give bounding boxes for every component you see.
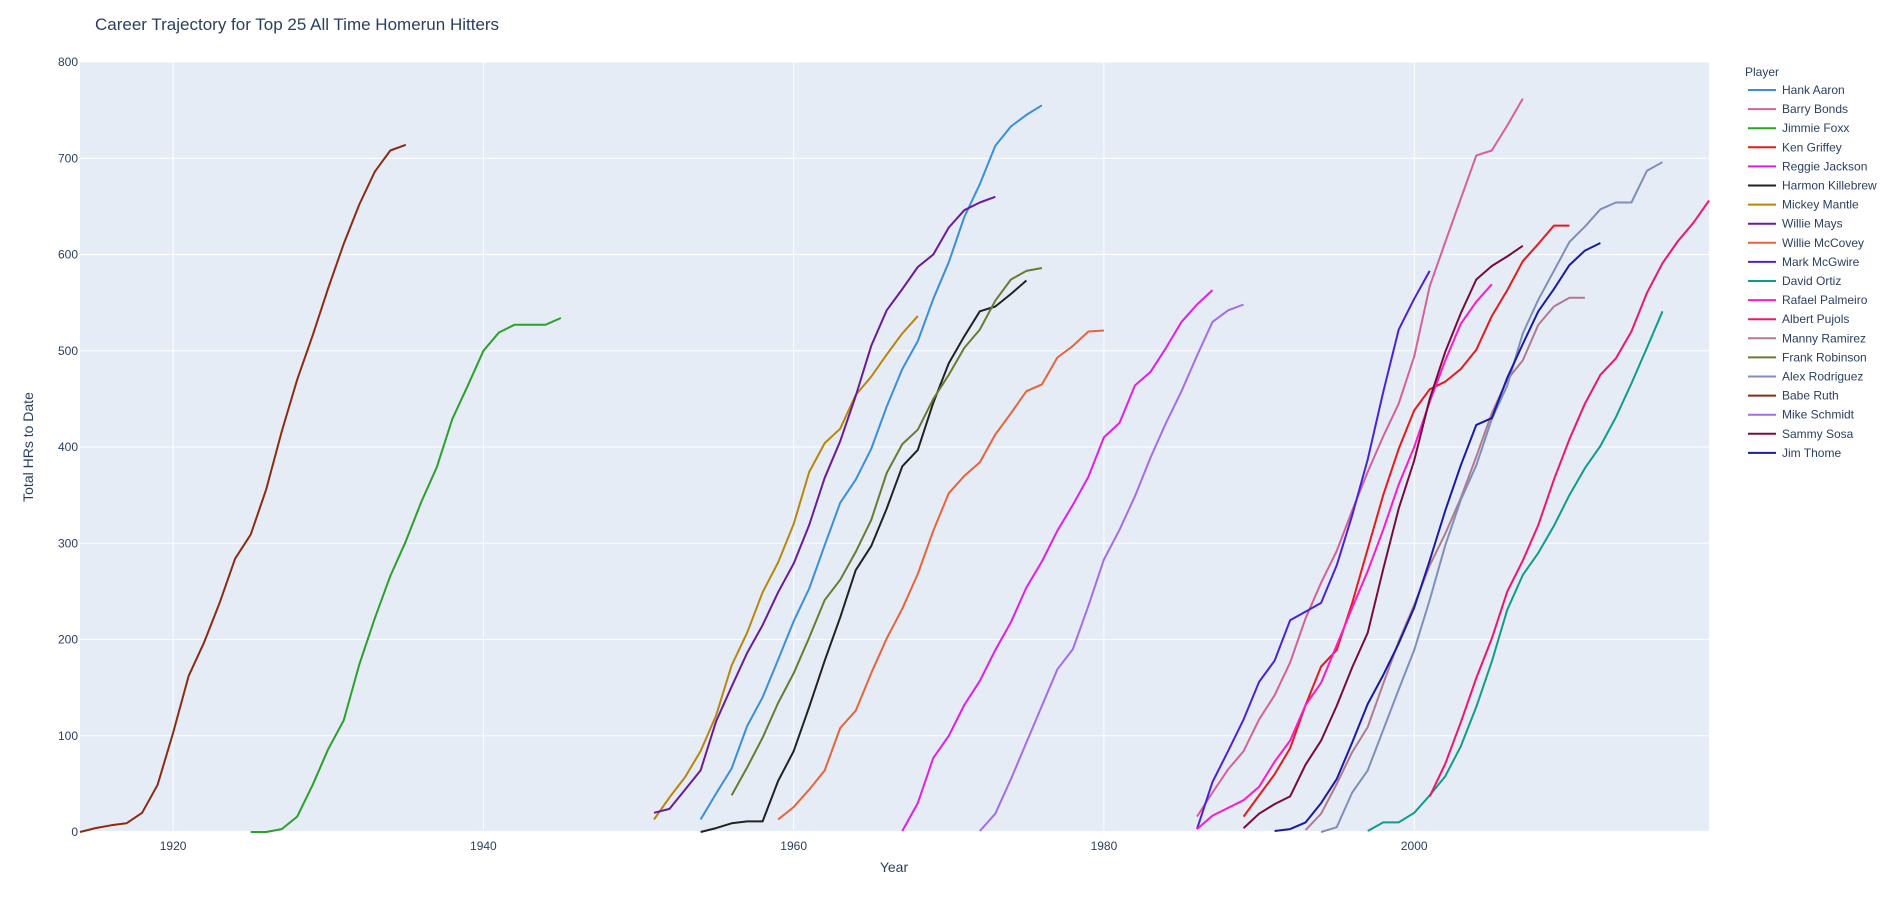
series-line-mickey-mantle — [653, 315, 919, 821]
y-tick-label: 700 — [58, 151, 78, 165]
series-line-willie-mccovey — [777, 329, 1104, 821]
legend-label: Frank Robinson — [1782, 350, 1867, 364]
legend-item-sammy-sosa[interactable]: Sammy Sosa — [1748, 427, 1854, 441]
legend-label: Jim Thome — [1782, 446, 1841, 460]
y-tick-label: 0 — [71, 825, 78, 839]
legend-label: Manny Ramirez — [1782, 331, 1866, 345]
series-lines — [79, 98, 1710, 833]
series-line-jimmie-foxx — [250, 317, 562, 833]
legend-item-mark-mcgwire[interactable]: Mark McGwire — [1748, 255, 1860, 269]
legend-label: Barry Bonds — [1782, 102, 1848, 116]
legend-item-harmon-killebrew[interactable]: Harmon Killebrew — [1748, 179, 1877, 193]
legend-item-david-ortiz[interactable]: David Ortiz — [1748, 274, 1841, 288]
legend-item-ken-griffey[interactable]: Ken Griffey — [1748, 140, 1842, 154]
y-tick-label: 200 — [58, 633, 78, 647]
legend-label: David Ortiz — [1782, 274, 1841, 288]
legend-item-albert-pujols[interactable]: Albert Pujols — [1748, 312, 1849, 326]
legend-item-jimmie-foxx[interactable]: Jimmie Foxx — [1748, 121, 1849, 135]
legend-label: Mike Schmidt — [1782, 408, 1855, 422]
legend-item-rafael-palmeiro[interactable]: Rafael Palmeiro — [1748, 293, 1868, 307]
legend-label: Ken Griffey — [1782, 140, 1842, 154]
series-line-barry-bonds — [1196, 98, 1524, 818]
legend-label: Babe Ruth — [1782, 389, 1839, 403]
legend-item-reggie-jackson[interactable]: Reggie Jackson — [1748, 159, 1867, 173]
legend-label: Willie McCovey — [1782, 236, 1864, 250]
legend-item-babe-ruth[interactable]: Babe Ruth — [1748, 389, 1839, 403]
series-line-harmon-killebrew — [700, 279, 1028, 833]
y-tick-label: 300 — [58, 536, 78, 550]
legend-items[interactable]: Hank Aaron Barry Bonds Jimmie Foxx Ken Grif… — [1748, 83, 1877, 460]
x-tick-labels: 1920 1940 1960 1980 2000 — [160, 839, 1428, 853]
series-line-manny-ramirez — [1304, 296, 1585, 831]
legend-item-willie-mccovey[interactable]: Willie McCovey — [1748, 236, 1864, 250]
series-line-ken-griffey — [1242, 224, 1570, 818]
chart-title: Career Trajectory for Top 25 All Time Ho… — [95, 15, 499, 34]
x-tick-label: 1980 — [1091, 839, 1118, 853]
legend-label: Reggie Jackson — [1782, 159, 1867, 173]
legend-label: Mark McGwire — [1782, 255, 1860, 269]
legend-label: Alex Rodriguez — [1782, 370, 1863, 384]
series-line-albert-pujols — [1428, 200, 1710, 797]
series-line-mike-schmidt — [979, 303, 1244, 832]
legend-title: Player — [1745, 65, 1779, 79]
series-line-david-ortiz — [1367, 310, 1664, 832]
legend-label: Hank Aaron — [1782, 83, 1845, 97]
legend-label: Jimmie Foxx — [1782, 121, 1849, 135]
series-line-sammy-sosa — [1242, 244, 1524, 829]
legend-item-alex-rodriguez[interactable]: Alex Rodriguez — [1748, 370, 1863, 384]
legend-label: Albert Pujols — [1782, 312, 1849, 326]
x-tick-label: 1960 — [780, 839, 807, 853]
legend-item-frank-robinson[interactable]: Frank Robinson — [1748, 350, 1867, 364]
y-tick-label: 800 — [58, 55, 78, 69]
series-line-rafael-palmeiro — [1196, 283, 1493, 830]
legend-item-hank-aaron[interactable]: Hank Aaron — [1748, 83, 1845, 97]
legend-item-jim-thome[interactable]: Jim Thome — [1748, 446, 1841, 460]
legend-item-barry-bonds[interactable]: Barry Bonds — [1748, 102, 1848, 116]
x-tick-label: 1920 — [160, 839, 187, 853]
legend-item-willie-mays[interactable]: Willie Mays — [1748, 217, 1843, 231]
legend-item-manny-ramirez[interactable]: Manny Ramirez — [1748, 331, 1866, 345]
x-axis-title: Year — [880, 859, 909, 875]
x-tick-label: 1940 — [470, 839, 497, 853]
legend-label: Willie Mays — [1782, 217, 1843, 231]
legend-label: Harmon Killebrew — [1782, 179, 1877, 193]
series-line-reggie-jackson — [901, 289, 1214, 832]
legend-item-mickey-mantle[interactable]: Mickey Mantle — [1748, 198, 1859, 212]
y-gridlines — [80, 61, 1709, 833]
series-line-willie-mays — [653, 195, 996, 814]
y-tick-label: 500 — [58, 344, 78, 358]
series-line-mark-mcgwire — [1196, 270, 1431, 830]
x-tick-label: 2000 — [1401, 839, 1428, 853]
series-line-frank-robinson — [730, 267, 1043, 796]
series-line-babe-ruth — [79, 143, 407, 833]
legend-label: Sammy Sosa — [1782, 427, 1854, 441]
series-line-hank-aaron — [699, 104, 1043, 821]
y-tick-label: 600 — [58, 248, 78, 262]
y-tick-label: 400 — [58, 440, 78, 454]
legend-label: Mickey Mantle — [1782, 198, 1859, 212]
legend[interactable]: Player Hank Aaron Barry Bonds Jimmie Foxx K… — [1745, 65, 1877, 460]
y-axis-title: Total HRs to Date — [20, 392, 36, 502]
legend-item-mike-schmidt[interactable]: Mike Schmidt — [1748, 408, 1855, 422]
series-line-jim-thome — [1274, 242, 1601, 832]
y-tick-labels: 0 100 200 300 400 500 600 700 800 — [58, 55, 78, 839]
legend-label: Rafael Palmeiro — [1782, 293, 1868, 307]
y-tick-label: 100 — [58, 729, 78, 743]
